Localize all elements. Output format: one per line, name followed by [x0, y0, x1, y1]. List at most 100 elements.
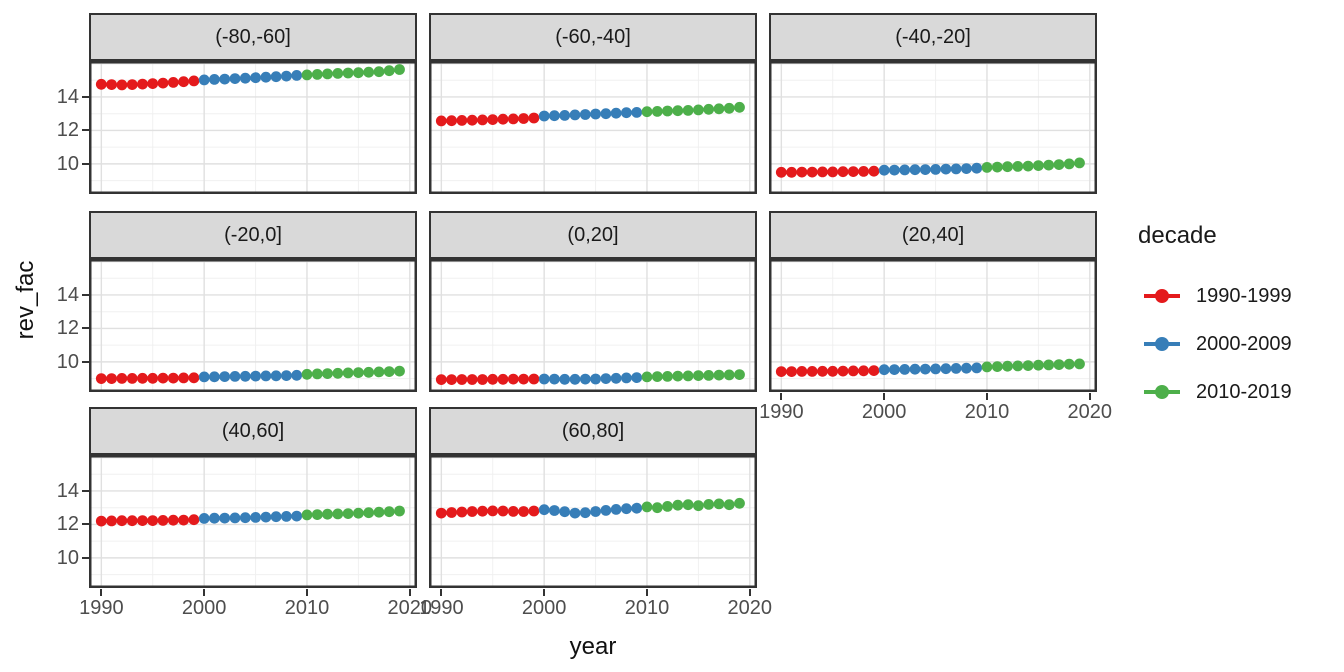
- data-point: [775, 366, 787, 377]
- data-point: [538, 373, 550, 385]
- y-axis-tick-label: 10: [56, 152, 79, 175]
- data-point: [858, 365, 869, 377]
- x-axis-tick-mark: [1088, 393, 1091, 400]
- data-point: [796, 166, 808, 178]
- data-point: [363, 507, 375, 519]
- data-point: [466, 374, 478, 385]
- x-axis-tick-mark: [543, 589, 546, 596]
- data-point: [889, 364, 900, 375]
- data-point: [827, 166, 839, 178]
- data-point: [662, 501, 673, 512]
- data-point: [538, 110, 550, 122]
- data-point: [600, 505, 612, 516]
- facet-strip-label: (-40,-20]: [769, 13, 1097, 61]
- data-point: [518, 506, 529, 517]
- data-point: [198, 513, 210, 524]
- facet-plot-area: [429, 259, 757, 392]
- data-point: [713, 498, 725, 510]
- data-point: [198, 74, 210, 86]
- data-point: [703, 103, 715, 115]
- data-point: [899, 164, 911, 176]
- x-axis-tick-mark: [408, 589, 411, 596]
- data-point: [950, 363, 962, 374]
- data-point: [703, 499, 715, 510]
- x-axis-tick-mark: [100, 589, 103, 596]
- data-point: [126, 515, 138, 527]
- legend-item: 2000-2009: [1130, 320, 1344, 368]
- x-axis-tick-label: 2000: [861, 401, 907, 423]
- data-point: [1033, 359, 1044, 371]
- data-point: [981, 162, 993, 173]
- facet-panel-(-80,-60]: (-80,-60]: [89, 13, 417, 194]
- facet-plot-area: [769, 61, 1097, 194]
- data-point: [487, 505, 499, 517]
- data-point: [270, 370, 282, 382]
- legend-item-label: 2000-2009: [1196, 332, 1292, 355]
- data-point: [373, 366, 385, 378]
- data-point: [950, 163, 962, 175]
- facet-strip-label: (-80,-60]: [89, 13, 417, 61]
- data-point: [631, 107, 643, 118]
- data-point: [1002, 360, 1013, 372]
- y-axis-tick-label: 12: [56, 513, 79, 536]
- x-axis-tick-label: 2020: [1067, 401, 1113, 423]
- data-point: [477, 374, 488, 385]
- data-point: [549, 505, 560, 516]
- data-point: [198, 371, 210, 383]
- data-point: [178, 372, 189, 384]
- data-point: [723, 369, 735, 381]
- data-point: [734, 369, 745, 380]
- data-point: [507, 506, 519, 517]
- data-point: [610, 107, 622, 119]
- data-point: [394, 64, 405, 75]
- x-axis-tick-label: 2020: [387, 597, 433, 619]
- y-axis-tick-mark: [82, 162, 89, 165]
- x-axis-tick-mark: [883, 393, 886, 400]
- facet-panel-(20,40]: (20,40]: [769, 211, 1097, 392]
- data-point: [95, 78, 107, 90]
- data-point: [868, 365, 880, 376]
- data-point: [383, 506, 395, 518]
- data-point: [322, 368, 333, 379]
- facet-plot-area: [89, 61, 417, 194]
- y-axis-tick-label: 12: [56, 317, 79, 340]
- data-point: [373, 506, 385, 518]
- data-point: [662, 371, 673, 382]
- facet-strip-label: (-20,0]: [89, 211, 417, 259]
- data-point: [1074, 157, 1085, 169]
- data-point: [1002, 161, 1013, 173]
- data-point: [137, 372, 148, 384]
- data-point: [260, 370, 272, 382]
- data-point: [239, 370, 251, 382]
- data-point: [641, 371, 653, 383]
- data-point: [899, 364, 911, 375]
- data-point: [394, 505, 405, 517]
- y-axis-tick-mark: [82, 523, 89, 526]
- data-point: [651, 371, 663, 382]
- data-point: [291, 510, 303, 522]
- data-point: [919, 164, 931, 175]
- data-point: [600, 108, 612, 120]
- data-point: [116, 79, 128, 91]
- data-point: [147, 372, 159, 384]
- x-axis-tick-mark: [305, 589, 308, 596]
- data-point: [981, 361, 993, 373]
- data-point: [775, 166, 787, 178]
- data-point: [569, 373, 581, 385]
- data-point: [889, 164, 900, 176]
- data-point: [631, 502, 643, 514]
- data-point: [229, 512, 241, 524]
- data-point: [435, 374, 447, 385]
- data-point: [961, 163, 972, 174]
- data-point: [631, 372, 643, 383]
- data-point: [1012, 161, 1024, 172]
- x-axis-title: year: [569, 633, 617, 660]
- legend-key-icon: [1144, 337, 1180, 351]
- data-point: [342, 67, 354, 79]
- data-point: [837, 365, 849, 377]
- data-point: [651, 106, 663, 117]
- y-axis-tick-label: 14: [56, 479, 79, 502]
- data-point: [641, 106, 653, 118]
- data-point: [301, 509, 313, 521]
- data-point: [487, 114, 499, 125]
